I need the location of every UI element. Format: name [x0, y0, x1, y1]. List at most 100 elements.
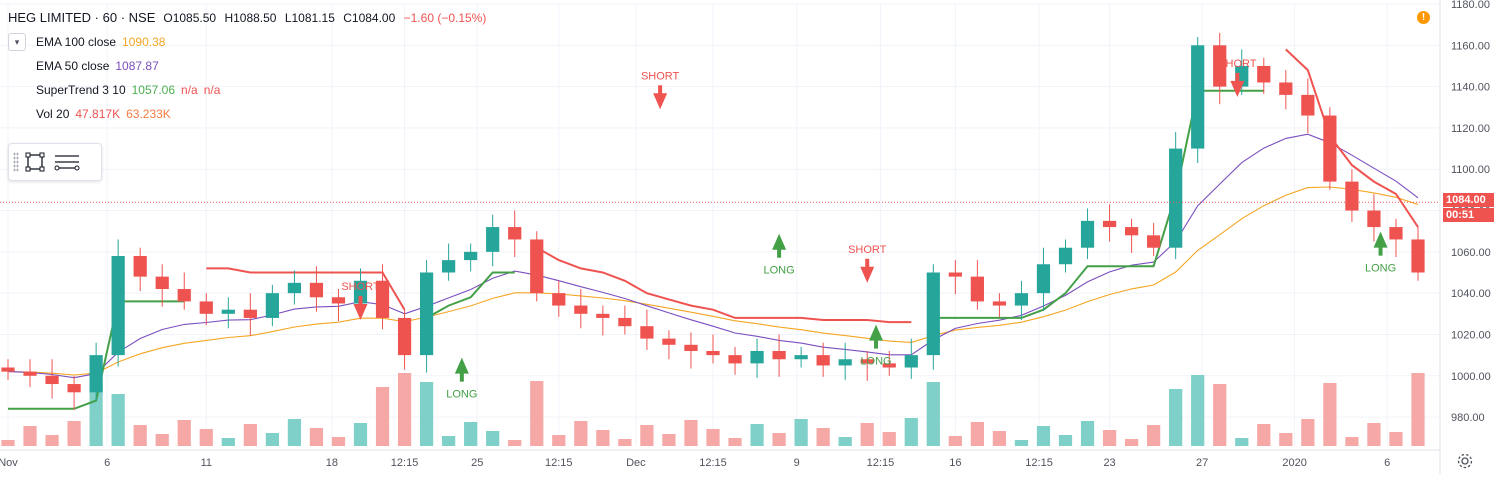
indicator-row-volume[interactable]: Vol 20 47.817K 63.233K — [8, 102, 491, 126]
volume-bar — [1102, 430, 1117, 446]
volume-bar — [287, 419, 302, 446]
short-arrow-icon — [1230, 80, 1245, 97]
price-tick-label: 1020.00 — [1451, 329, 1491, 341]
volume-value: 47.817K — [75, 107, 121, 121]
volume-bar — [331, 437, 346, 446]
candle-body — [111, 255, 125, 356]
short-arrow-icon — [353, 303, 368, 320]
volume-bar — [464, 422, 478, 446]
candle-body — [375, 280, 390, 318]
long-arrow-stem — [874, 338, 879, 349]
volume-bar — [838, 437, 852, 446]
volume-bar — [1169, 389, 1183, 446]
volume-bar — [970, 422, 984, 446]
chevron-down-icon[interactable]: ▾ — [8, 33, 26, 51]
long-label: LONG — [860, 356, 891, 368]
symbol-title[interactable]: HEG LIMITED · 60 · NSE — [8, 10, 156, 25]
symbol-row: HEG LIMITED · 60 · NSE O1085.50 H1088.50… — [8, 6, 491, 30]
lines-settings-icon[interactable] — [51, 147, 83, 177]
drag-handle-icon[interactable] — [13, 152, 19, 172]
candle-body — [1124, 227, 1139, 236]
volume-bar — [1080, 421, 1095, 446]
candles[interactable] — [1, 32, 1425, 410]
candle-body — [552, 293, 566, 306]
volume-bar — [882, 432, 896, 446]
candle-body — [309, 282, 324, 298]
ema50-value: 1087.87 — [115, 59, 159, 73]
volume-bar — [442, 436, 456, 446]
candle-body — [265, 293, 279, 318]
rectangle-tool-icon[interactable] — [19, 147, 51, 177]
candle-body — [1102, 220, 1117, 228]
long-label: LONG — [764, 265, 795, 277]
indicator-row-ema100[interactable]: ▾ EMA 100 close 1090.38 — [8, 30, 491, 54]
time-tick-label: 12:15 — [545, 457, 573, 469]
candle-body — [530, 239, 544, 294]
candle-body — [882, 363, 896, 368]
volume-bar — [177, 420, 191, 446]
volume-bar — [397, 373, 412, 446]
ohlc-values: O1085.50 H1088.50 L1081.15 C1084.00 −1.6… — [163, 6, 491, 30]
volume-bar — [640, 425, 654, 446]
ema50-label: EMA 50 close — [36, 59, 110, 73]
price-tick-label: 1140.00 — [1451, 82, 1490, 94]
chart-legend: HEG LIMITED · 60 · NSE O1085.50 H1088.50… — [8, 6, 491, 126]
close-value: C1084.00 — [343, 11, 396, 25]
volume-bar — [816, 428, 830, 446]
volume-bar — [133, 425, 147, 446]
candle-body — [1191, 45, 1205, 149]
candle-body — [574, 305, 588, 314]
gear-icon[interactable] — [1456, 452, 1474, 470]
volume-bar — [684, 420, 698, 446]
price-tick-label: 980.00 — [1451, 412, 1485, 424]
supertrend-segment — [536, 246, 912, 324]
candle-body — [1345, 181, 1359, 211]
time-tick-label: 12:15 — [1025, 457, 1053, 469]
long-arrow-icon — [772, 233, 787, 250]
volume-bar — [508, 440, 522, 446]
volume-bar — [750, 424, 764, 446]
alert-icon[interactable]: ! — [1417, 11, 1430, 24]
price-tick-label: 1100.00 — [1451, 164, 1490, 176]
long-arrow-icon — [454, 357, 469, 374]
volume-bar — [574, 421, 588, 446]
volume-bar — [45, 435, 59, 446]
candle-body — [1367, 210, 1381, 228]
candle-body — [728, 355, 742, 364]
candle-body — [221, 309, 235, 314]
volume-bar — [1367, 423, 1381, 446]
candle-body — [353, 280, 368, 304]
candle-body — [1169, 148, 1183, 248]
ema100-label: EMA 100 close — [36, 35, 117, 49]
time-tick-label: 23 — [1103, 457, 1115, 469]
ema100-value: 1090.38 — [122, 35, 166, 49]
volume-bars — [1, 373, 1425, 446]
volume-bar — [375, 387, 390, 446]
volume-bar — [706, 429, 720, 446]
indicator-row-supertrend[interactable]: SuperTrend 3 10 1057.06 n/a n/a — [8, 78, 491, 102]
volume-bar — [1147, 425, 1161, 446]
candle-body — [970, 276, 984, 302]
volume-ma-value: 63.233K — [126, 107, 171, 121]
supertrend-value: 1057.06 — [131, 83, 176, 97]
volume-bar — [1279, 433, 1293, 446]
candle-body — [816, 355, 830, 366]
supertrend-na-2: n/a — [203, 83, 221, 97]
time-tick-label: Dec — [626, 457, 646, 469]
volume-bar — [353, 423, 368, 446]
long-arrow-icon — [869, 324, 884, 341]
drawing-toolbar[interactable] — [8, 143, 102, 181]
supertrend-segment — [1285, 48, 1419, 228]
long-arrow-stem — [777, 247, 782, 258]
volume-bar — [926, 382, 940, 446]
time-tick-label: 11 — [201, 457, 212, 469]
short-arrow-stem — [658, 85, 663, 96]
candle-body — [243, 309, 257, 318]
candle-body — [1279, 82, 1293, 95]
indicator-row-ema50[interactable]: EMA 50 close 1087.87 — [8, 54, 491, 78]
supertrend-na-1: n/a — [181, 83, 198, 97]
candle-body — [706, 350, 720, 356]
volume-bar — [772, 433, 786, 446]
